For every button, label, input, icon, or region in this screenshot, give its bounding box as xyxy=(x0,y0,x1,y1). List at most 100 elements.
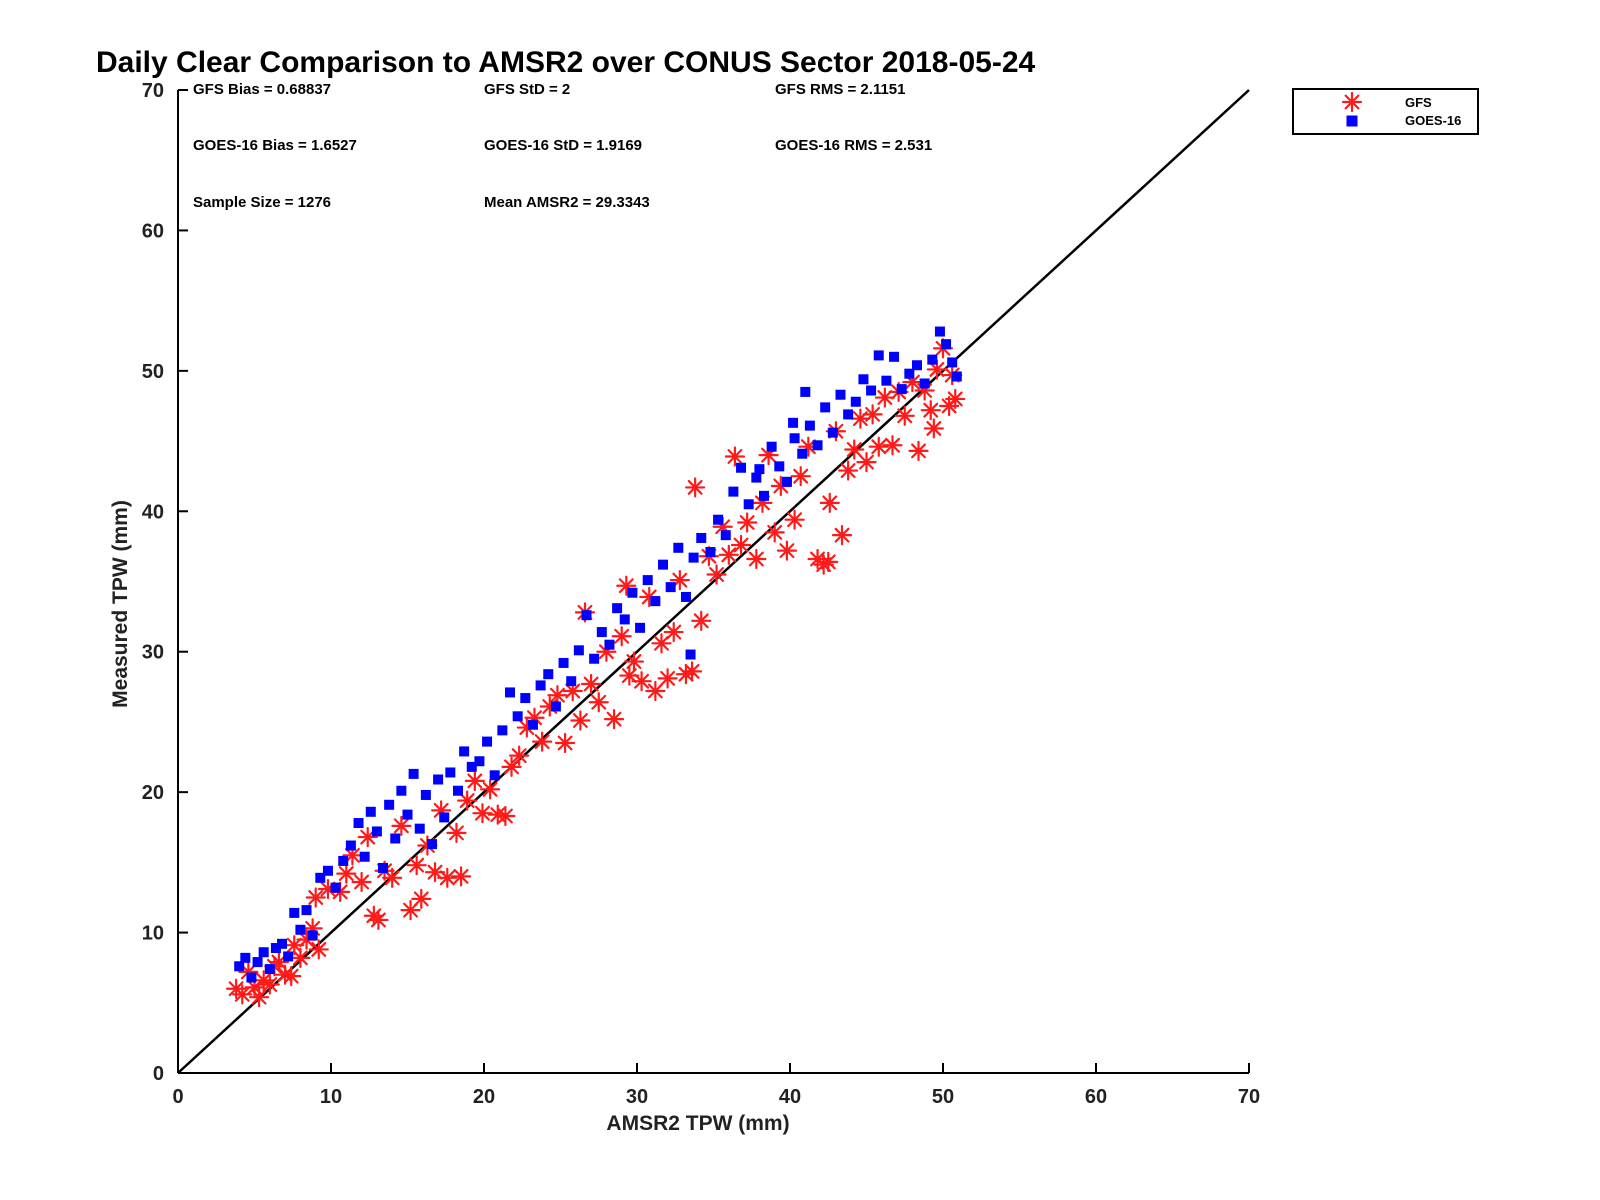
goes16-point xyxy=(535,680,546,691)
goes16-point xyxy=(896,384,907,395)
gfs-point xyxy=(737,512,758,533)
gfs-point xyxy=(509,745,530,766)
y-tick-label: 10 xyxy=(142,923,164,945)
goes16-point xyxy=(330,882,341,893)
gfs-point xyxy=(844,439,865,460)
goes16-point xyxy=(596,627,607,638)
gfs-point xyxy=(685,477,706,498)
goes16-point xyxy=(566,676,577,687)
goes16-point xyxy=(873,350,884,361)
goes16-point xyxy=(408,768,419,779)
plot-area: 0 10 20 30 40 50 60 70 0 10 20 30 40 50 60 70 xyxy=(142,80,1260,1108)
legend-box xyxy=(1292,88,1479,135)
goes16-point xyxy=(543,669,554,680)
goes16-point xyxy=(713,514,724,525)
goes16-point xyxy=(246,972,257,983)
x-tick-label: 70 xyxy=(1238,1086,1260,1108)
gfs-point xyxy=(603,709,625,730)
goes16-point xyxy=(680,591,691,602)
goes16-point xyxy=(866,385,877,396)
goes16-point xyxy=(338,855,349,866)
goes16-point xyxy=(665,582,676,593)
goes16-point xyxy=(673,542,684,553)
gfs-point xyxy=(495,805,516,827)
y-tick-label: 30 xyxy=(142,642,164,664)
goes16-point xyxy=(459,746,470,757)
goes16-point xyxy=(688,552,699,563)
x-tick-label: 30 xyxy=(626,1086,648,1108)
goes16-point xyxy=(322,865,333,876)
goes16-point xyxy=(788,417,799,428)
goes16-point xyxy=(289,907,300,918)
gfs-point xyxy=(868,436,889,457)
gfs-point xyxy=(437,867,458,888)
goes16-point xyxy=(240,952,251,963)
y-tick-label: 70 xyxy=(142,80,164,102)
goes16-point xyxy=(650,596,661,607)
goes16-point xyxy=(951,371,962,382)
gfs-point xyxy=(945,388,966,410)
stat-gfs-bias: GFS Bias = 0.68837 xyxy=(193,81,331,98)
stat-gfs-rms: GFS RMS = 2.1151 xyxy=(775,81,905,98)
series-goes16 xyxy=(234,326,962,983)
goes16-point xyxy=(258,947,269,958)
y-tick-label: 60 xyxy=(142,220,164,242)
axis-ticks: 0 10 20 30 40 50 60 70 0 10 20 30 40 50 60 70 xyxy=(142,80,1260,1108)
gfs-point xyxy=(706,564,727,585)
goes16-point xyxy=(452,785,463,796)
goes16-point xyxy=(858,374,869,385)
gfs-point xyxy=(391,815,412,836)
goes16-point xyxy=(359,851,370,862)
gfs-point xyxy=(411,888,432,909)
goes16-point xyxy=(604,639,615,650)
stat-sample-size: Sample Size = 1276 xyxy=(193,194,331,211)
goes16-point xyxy=(234,961,245,972)
goes16-point xyxy=(439,812,450,823)
gfs-point xyxy=(691,610,712,631)
goes16-point xyxy=(820,402,831,413)
goes16-point xyxy=(315,872,326,883)
goes16-point xyxy=(270,943,281,954)
gfs-point xyxy=(457,790,478,811)
legend-goes16-marker xyxy=(1346,115,1358,127)
goes16-point xyxy=(466,761,477,772)
gfs-point xyxy=(730,534,752,556)
goes16-point xyxy=(550,701,561,712)
goes16-point xyxy=(277,938,288,949)
goes16-point xyxy=(889,351,900,362)
goes16-point xyxy=(345,840,356,851)
x-axis-title: AMSR2 TPW (mm) xyxy=(606,1112,789,1135)
legend-goes16-square xyxy=(1346,115,1358,127)
gfs-point xyxy=(619,665,640,686)
goes16-point xyxy=(378,862,389,873)
goes16-point xyxy=(619,614,630,625)
gfs-point xyxy=(382,867,403,888)
goes16-point xyxy=(371,826,382,837)
x-tick-label: 0 xyxy=(172,1086,183,1108)
goes16-point xyxy=(804,420,815,431)
goes16-point xyxy=(558,657,569,668)
gfs-point xyxy=(501,756,522,777)
gfs-point xyxy=(764,522,785,543)
goes16-point xyxy=(573,645,584,656)
goes16-point xyxy=(414,823,425,834)
gfs-point xyxy=(894,405,915,426)
gfs-point xyxy=(368,909,389,931)
goes16-point xyxy=(705,547,716,558)
gfs-point xyxy=(406,855,427,876)
x-tick-label: 50 xyxy=(932,1086,954,1108)
gfs-point xyxy=(308,939,329,960)
goes16-point xyxy=(520,693,531,704)
goes16-point xyxy=(927,354,938,365)
gfs-point xyxy=(645,680,666,702)
goes16-point xyxy=(252,957,263,968)
stat-goes-bias: GOES-16 Bias = 1.6527 xyxy=(193,137,357,154)
gfs-point xyxy=(718,544,739,565)
gfs-point xyxy=(480,779,501,800)
goes16-point xyxy=(396,785,407,796)
goes16-point xyxy=(627,587,638,598)
gfs-point xyxy=(580,673,602,695)
goes16-point xyxy=(353,818,364,829)
gfs-point xyxy=(290,947,311,968)
